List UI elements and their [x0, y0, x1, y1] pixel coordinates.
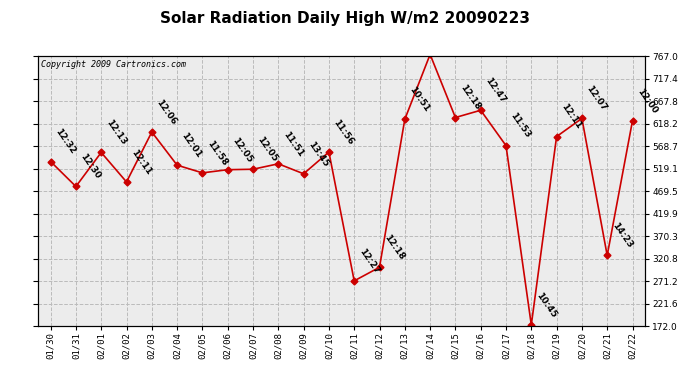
Text: 10:45: 10:45 — [534, 291, 558, 320]
Text: 12:05: 12:05 — [230, 136, 254, 164]
Text: 12:27: 12:27 — [357, 247, 381, 275]
Text: 11:58: 11:58 — [205, 139, 229, 167]
Text: 11:51: 11:51 — [281, 130, 305, 158]
Text: 12:30: 12:30 — [79, 152, 102, 181]
Text: 13:45: 13:45 — [306, 140, 331, 168]
Text: 12:18: 12:18 — [382, 233, 406, 262]
Text: 12:47: 12:47 — [484, 76, 507, 105]
Text: 14:23: 14:23 — [610, 221, 634, 250]
Text: 12:11: 12:11 — [129, 148, 153, 176]
Text: 12:06: 12:06 — [155, 98, 178, 126]
Text: 12:07: 12:07 — [584, 84, 609, 113]
Text: 12:11: 12:11 — [560, 102, 583, 131]
Text: 12:05: 12:05 — [256, 135, 279, 164]
Text: 10:51: 10:51 — [408, 85, 431, 114]
Text: 12:32: 12:32 — [53, 128, 77, 156]
Text: 12:16: 12:16 — [0, 374, 1, 375]
Text: 12:01: 12:01 — [180, 131, 204, 160]
Text: 12:18: 12:18 — [458, 83, 482, 112]
Text: Copyright 2009 Cartronics.com: Copyright 2009 Cartronics.com — [41, 60, 186, 69]
Text: 11:56: 11:56 — [332, 118, 355, 147]
Text: Solar Radiation Daily High W/m2 20090223: Solar Radiation Daily High W/m2 20090223 — [160, 11, 530, 26]
Text: 12:00: 12:00 — [635, 87, 659, 115]
Text: 12:13: 12:13 — [104, 118, 128, 147]
Text: 11:53: 11:53 — [509, 111, 533, 140]
